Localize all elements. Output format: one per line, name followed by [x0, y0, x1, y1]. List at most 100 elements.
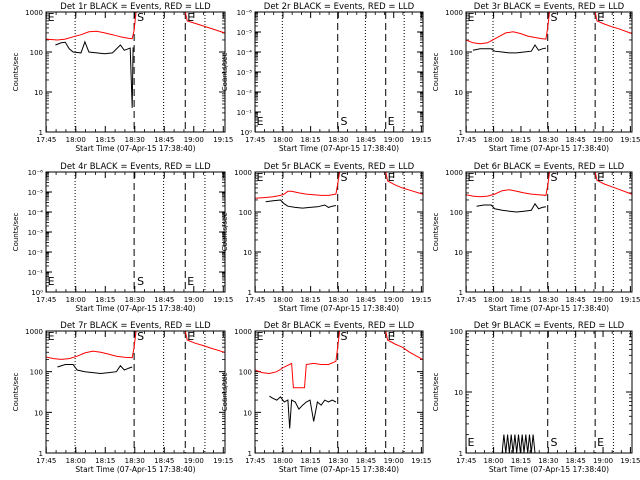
x-tick-label: 17:45 [36, 296, 56, 304]
y-tick-label: 10⁻⁶ [28, 169, 44, 177]
y-axis-label: Counts/sec [12, 53, 20, 92]
y-tick-label: 10 [34, 409, 43, 417]
y-tick-label: 10⁻⁴ [28, 209, 44, 217]
interval-marker-label: E [48, 330, 55, 343]
y-axis-label: Counts/sec [221, 373, 229, 412]
x-tick-label: 18:30 [538, 296, 558, 304]
y-tick-label: 1 [459, 129, 463, 137]
events-series-line [472, 44, 546, 54]
panel-title: Det 6r BLACK = Events, RED = LLD [474, 162, 625, 172]
x-tick-label: 19:00 [593, 457, 613, 465]
y-tick-label: 1 [248, 450, 252, 458]
y-tick-label: 100 [450, 49, 463, 57]
panel-det-1: Det 1r BLACK = Events, RED = LLD Counts/s… [12, 2, 233, 153]
x-tick-label: 18:00 [273, 296, 293, 304]
panel-title: Det 7r BLACK = Events, RED = LLD [60, 321, 211, 331]
x-tick-label: 18:00 [66, 136, 86, 144]
panel-title: Det 2r BLACK = Events, RED = LLD [264, 2, 415, 12]
x-tick-label: 19:00 [184, 457, 204, 465]
x-tick-label: 17:45 [245, 296, 265, 304]
x-tick-label: 18:30 [125, 136, 145, 144]
x-tick-label: 18:00 [484, 296, 504, 304]
y-tick-label: 1 [248, 289, 252, 297]
plot-frame [465, 171, 633, 293]
plot-frame [45, 11, 226, 133]
x-axis-label: Start Time (07-Apr-15 17:38:40) [489, 465, 609, 474]
panel-title: Det 3r BLACK = Events, RED = LLD [474, 2, 625, 12]
events-series-line [269, 395, 337, 429]
panel-det-5: Det 5r BLACK = Events, RED = LLD Counts/s… [221, 162, 431, 313]
x-tick-label: 18:15 [301, 296, 321, 304]
x-tick-label: 18:15 [301, 457, 321, 465]
y-tick-label: 1000 [445, 9, 463, 17]
x-tick-label: 18:30 [538, 457, 558, 465]
plot-frame [254, 171, 424, 293]
x-tick-label: 19:15 [411, 296, 431, 304]
panel-title: Det 9r BLACK = Events, RED = LLD [474, 321, 625, 331]
interval-marker-label: E [48, 11, 55, 24]
y-tick-label: 10⁻⁴ [237, 49, 253, 57]
interval-marker-label: E [597, 171, 604, 184]
x-axis-label: Start Time (07-Apr-15 17:38:40) [75, 465, 195, 474]
x-axis-label: Start Time (07-Apr-15 17:38:40) [489, 144, 609, 153]
interval-marker-label: E [468, 11, 475, 24]
panel-det-9: Det 9r BLACK = Events, RED = LLD Counts/s… [432, 321, 640, 474]
y-tick-label: 10⁻¹ [237, 109, 253, 117]
events-series-line [265, 199, 336, 209]
x-tick-label: 18:45 [154, 136, 174, 144]
interval-marker-label: S [341, 115, 348, 128]
interval-marker-label: E [597, 436, 604, 449]
x-tick-label: 18:15 [95, 296, 115, 304]
y-tick-label: 10⁻² [237, 89, 253, 97]
y-tick-label: 10⁰ [240, 129, 252, 137]
y-axis-label: Counts/sec [432, 213, 440, 252]
x-tick-label: 17:45 [245, 136, 265, 144]
x-tick-label: 18:00 [66, 457, 86, 465]
x-tick-label: 18:45 [356, 457, 376, 465]
lld-series-line [255, 172, 423, 199]
x-axis-label: Start Time (07-Apr-15 17:38:40) [279, 465, 399, 474]
x-tick-label: 18:15 [95, 136, 115, 144]
x-tick-label: 19:00 [593, 296, 613, 304]
x-tick-label: 18:15 [301, 136, 321, 144]
y-tick-label: 1 [459, 450, 463, 458]
y-tick-label: 10 [454, 249, 463, 257]
plot-frame [465, 330, 633, 454]
panel-title: Det 4r BLACK = Events, RED = LLD [60, 162, 211, 172]
events-series-line [57, 364, 133, 375]
x-tick-label: 17:45 [36, 457, 56, 465]
x-tick-label: 18:00 [273, 136, 293, 144]
y-tick-label: 10 [34, 89, 43, 97]
x-tick-label: 18:30 [328, 457, 348, 465]
x-tick-label: 18:45 [356, 296, 376, 304]
y-tick-label: 10⁻⁶ [237, 9, 253, 17]
interval-marker-label: E [257, 330, 264, 343]
x-tick-label: 19:00 [384, 296, 404, 304]
panel-det-3: Det 3r BLACK = Events, RED = LLD Counts/s… [432, 2, 640, 153]
x-tick-label: 18:30 [328, 296, 348, 304]
y-axis-label: Counts/sec [12, 213, 20, 252]
y-tick-label: 10⁻³ [237, 69, 253, 77]
plot-frame [465, 11, 633, 133]
y-tick-label: 10⁰ [31, 289, 43, 297]
y-tick-label: 1000 [234, 169, 252, 177]
interval-marker-label: S [137, 11, 144, 24]
plot-frame [254, 330, 424, 454]
plot-frame [254, 11, 424, 133]
y-axis-label: Counts/sec [221, 213, 229, 252]
x-tick-label: 18:00 [66, 296, 86, 304]
x-tick-label: 18:15 [511, 296, 531, 304]
interval-marker-label: E [187, 11, 194, 24]
events-series-line [501, 434, 536, 453]
x-tick-label: 19:15 [213, 457, 233, 465]
interval-marker-label: E [388, 330, 395, 343]
x-tick-label: 18:15 [511, 457, 531, 465]
x-tick-label: 18:45 [356, 136, 376, 144]
y-tick-label: 10⁻¹ [28, 269, 44, 277]
y-axis-label: Counts/sec [432, 373, 440, 412]
y-tick-label: 100 [30, 49, 43, 57]
x-tick-label: 18:15 [95, 457, 115, 465]
panel-det-2: Det 2r BLACK = Events, RED = LLD Counts/s… [221, 2, 431, 153]
x-axis-label: Start Time (07-Apr-15 17:38:40) [489, 304, 609, 313]
x-tick-label: 18:30 [538, 136, 558, 144]
